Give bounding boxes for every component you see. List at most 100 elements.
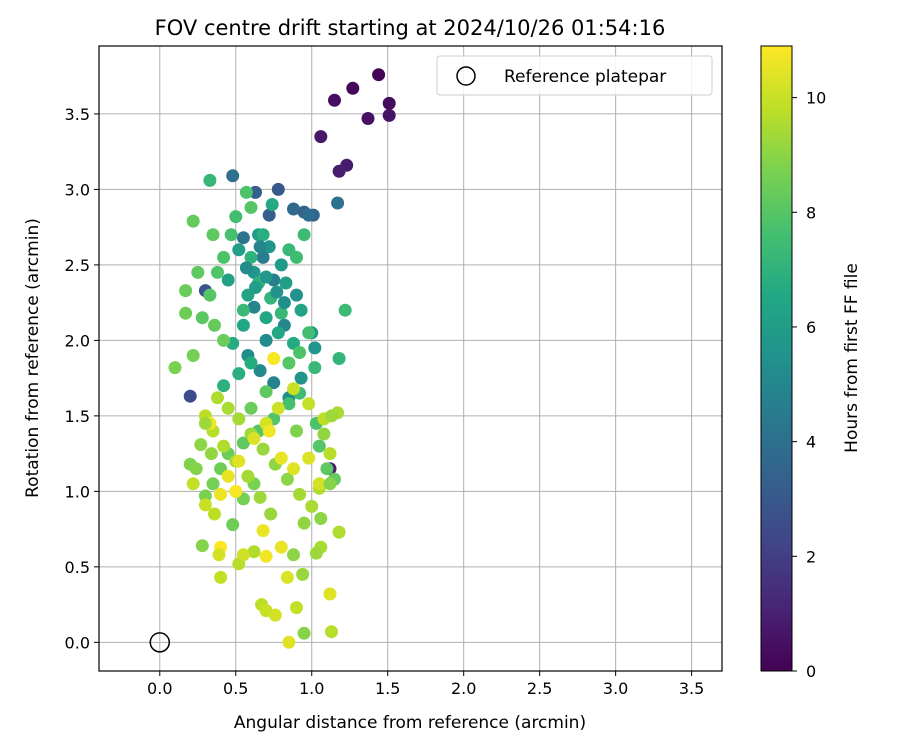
data-point (290, 601, 303, 615)
data-point (302, 397, 316, 411)
data-point (346, 81, 360, 95)
data-point (268, 608, 282, 622)
data-point (179, 306, 193, 320)
data-point (302, 326, 316, 340)
y-tick-label: 2.5 (65, 256, 90, 275)
data-point (338, 303, 352, 317)
data-point (270, 285, 284, 299)
data-point (189, 462, 203, 476)
data-point (308, 341, 322, 355)
data-point (325, 625, 338, 639)
data-point (224, 228, 238, 242)
y-tick-label: 3.5 (65, 105, 90, 124)
y-tick-label: 1.5 (65, 407, 90, 426)
data-point (244, 201, 258, 214)
data-point (203, 173, 217, 187)
y-tick-label: 0.0 (65, 633, 90, 652)
data-point (332, 352, 346, 365)
data-point (198, 416, 212, 430)
data-point (293, 346, 307, 359)
data-point (198, 489, 212, 503)
data-point (372, 68, 386, 82)
data-point (265, 198, 279, 211)
data-point (179, 284, 193, 298)
legend-box (436, 55, 713, 96)
data-point (256, 442, 270, 456)
y-axis-label: Rotation from reference (arcmin) (23, 218, 43, 498)
data-point (259, 385, 273, 399)
reference-marker-group (149, 632, 171, 653)
data-point (264, 507, 278, 521)
colorbar-tick-label: 2 (806, 547, 816, 566)
y-tick-label: 1.0 (65, 482, 90, 501)
data-point (262, 424, 276, 438)
legend-label: Reference platepar (504, 67, 666, 87)
data-point (290, 250, 303, 264)
data-point (323, 587, 337, 601)
data-point (236, 548, 250, 562)
data-point (195, 311, 209, 325)
data-point (294, 371, 308, 385)
data-point (312, 439, 326, 453)
data-point (274, 306, 288, 320)
data-point (274, 258, 288, 272)
data-point (253, 240, 267, 254)
y-axis-ticks: 0.0 0.5 1.0 1.5 2.0 2.5 3.0 3.5 (65, 105, 99, 652)
x-axis-label: Angular distance from reference (arcmin) (234, 713, 586, 733)
colorbar-tick-label: 10 (806, 89, 826, 108)
data-point (253, 364, 267, 378)
data-point (198, 498, 212, 512)
data-point (290, 424, 303, 438)
data-point (208, 318, 221, 332)
data-point (259, 270, 273, 284)
data-point (314, 130, 328, 144)
data-point (221, 401, 235, 415)
data-point (290, 288, 303, 302)
data-point (302, 451, 316, 465)
data-point (287, 382, 300, 396)
data-point (186, 214, 200, 228)
data-point (236, 318, 250, 332)
data-point (277, 296, 291, 310)
data-point (212, 548, 226, 562)
data-point (361, 112, 375, 125)
data-point (308, 361, 322, 375)
data-point (241, 469, 255, 483)
colorbar-gradient (760, 45, 793, 672)
data-point (214, 487, 228, 501)
data-point (232, 412, 246, 426)
data-point (236, 436, 250, 450)
data-point (287, 462, 300, 476)
data-point (247, 432, 261, 445)
colorbar-ticks: 0 2 4 6 8 10 (792, 89, 826, 681)
data-point (262, 208, 276, 222)
data-point (287, 548, 300, 562)
data-point (274, 540, 288, 554)
data-point (217, 379, 231, 393)
data-point (211, 391, 224, 405)
data-point (282, 356, 296, 370)
data-point (282, 397, 296, 411)
colorbar-tick-label: 6 (806, 318, 816, 337)
data-point (186, 477, 200, 491)
data-point (320, 462, 334, 476)
data-point (271, 182, 285, 196)
data-point (244, 250, 258, 264)
data-point (297, 228, 311, 242)
data-point (259, 333, 273, 347)
data-point (331, 196, 345, 210)
data-point (217, 250, 231, 264)
data-point (297, 626, 311, 640)
x-tick-label: 0.0 (147, 679, 172, 698)
x-tick-label: 2.5 (527, 679, 552, 698)
x-tick-label: 3.0 (603, 679, 628, 698)
data-point (267, 352, 281, 365)
data-point (214, 570, 228, 584)
data-point (229, 484, 243, 498)
plot-frame (98, 45, 723, 672)
x-tick-label: 0.5 (223, 679, 248, 698)
data-point (249, 281, 262, 294)
data-point (226, 169, 240, 183)
data-point (247, 300, 261, 314)
